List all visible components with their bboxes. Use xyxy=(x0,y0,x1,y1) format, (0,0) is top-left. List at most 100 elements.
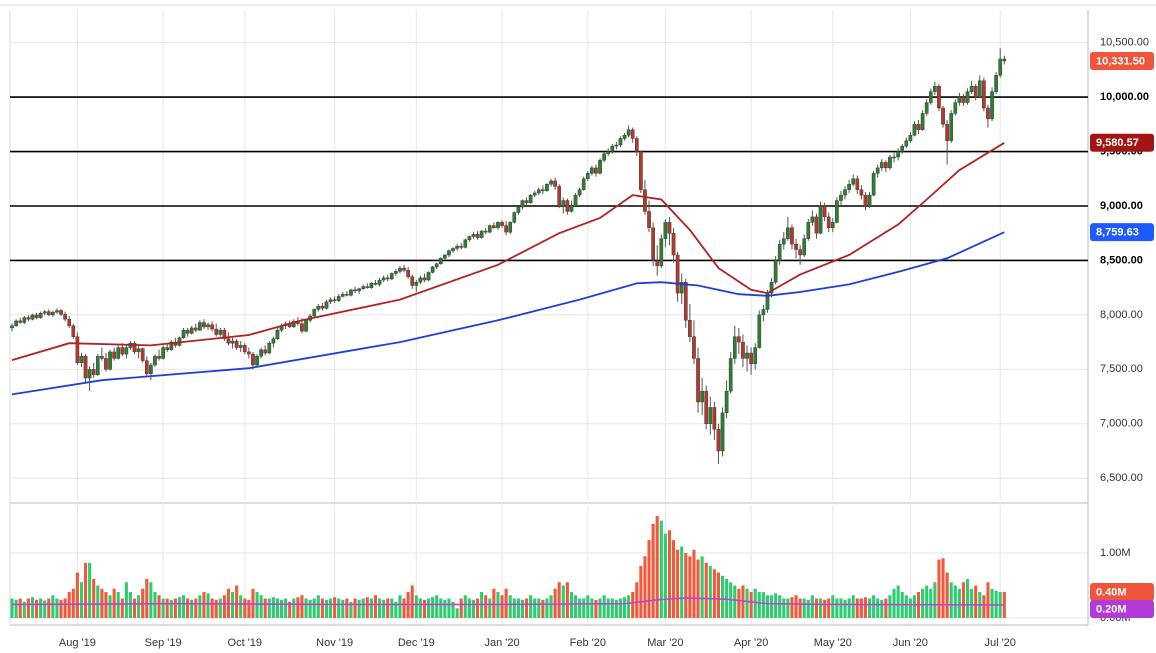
volume-bar xyxy=(173,598,177,618)
volume-bar xyxy=(561,585,565,618)
volume-bar xyxy=(259,595,263,618)
volume-bar xyxy=(410,585,414,618)
x-tick-label: May '20 xyxy=(814,637,852,649)
volume-bar xyxy=(255,592,259,618)
volume-bar xyxy=(271,597,275,618)
volume-average-tag-box xyxy=(1090,600,1154,619)
volume-bar xyxy=(181,595,186,618)
candle-body xyxy=(663,222,668,239)
volume-bar xyxy=(716,572,721,618)
volume-bar xyxy=(970,588,974,618)
candle-body xyxy=(928,91,933,103)
candle-body xyxy=(557,186,562,207)
candle-body xyxy=(361,286,366,289)
volume-bar xyxy=(806,599,810,618)
volume-bar xyxy=(778,595,782,618)
candle-body xyxy=(438,258,443,264)
volume-bar xyxy=(757,592,761,618)
volume-bar xyxy=(14,599,18,618)
volume-bar xyxy=(51,595,55,618)
candle-body xyxy=(422,277,427,281)
candle-body xyxy=(700,390,704,403)
ma-tag-box xyxy=(1090,223,1154,242)
candle-body xyxy=(100,356,104,359)
volume-bar xyxy=(835,598,839,618)
candle-body xyxy=(953,102,958,114)
candle-body xyxy=(594,167,598,174)
candle-body xyxy=(859,189,864,196)
volume-bar xyxy=(43,600,47,618)
candle-body xyxy=(524,200,529,203)
volume-bar xyxy=(435,595,439,618)
volume-bar xyxy=(390,598,394,618)
volume-bar xyxy=(414,595,418,618)
volume-bar xyxy=(937,559,941,618)
candle-body xyxy=(467,236,472,240)
volume-bar xyxy=(243,598,247,618)
candle-body xyxy=(851,178,856,185)
candle-body xyxy=(181,329,186,338)
volume-bar xyxy=(439,598,443,618)
candle-body xyxy=(634,138,639,152)
volume-bar xyxy=(631,592,635,618)
volume-bar xyxy=(872,595,876,618)
candle-body xyxy=(443,254,447,259)
candle-body xyxy=(977,80,982,98)
candle-body xyxy=(769,282,774,294)
x-tick-label: Mar '20 xyxy=(647,637,683,649)
volume-bar xyxy=(96,585,100,618)
candle-body xyxy=(304,320,308,332)
volume-bar xyxy=(504,588,508,618)
x-tick-label: Dec '19 xyxy=(398,637,435,649)
candle-body xyxy=(353,289,357,292)
volume-bar xyxy=(512,598,516,618)
volume-bar xyxy=(120,598,124,618)
volume-bar xyxy=(606,598,610,618)
volume-bar xyxy=(263,598,267,618)
volume-bar xyxy=(22,601,26,618)
candle-body xyxy=(871,173,876,196)
candle-body xyxy=(839,194,843,201)
candle-body xyxy=(479,230,484,238)
volume-bar xyxy=(782,598,786,618)
candle-body xyxy=(818,205,823,234)
volume-bar xyxy=(925,585,929,618)
candle-body xyxy=(875,167,880,174)
volume-bar xyxy=(537,598,541,618)
volume-bar xyxy=(655,516,659,618)
candle-body xyxy=(14,320,18,326)
volume-bar xyxy=(533,598,537,618)
volume-bar xyxy=(753,588,757,618)
volume-bar xyxy=(974,585,978,618)
candle-body xyxy=(426,272,431,281)
candle-body xyxy=(357,288,361,292)
candle-body xyxy=(720,412,725,452)
candle-body xyxy=(222,329,227,340)
candle-body xyxy=(238,345,243,348)
candle-body xyxy=(26,317,31,320)
candle-body xyxy=(345,294,349,296)
candle-body xyxy=(716,429,721,452)
candle-body xyxy=(144,360,149,374)
level-label: 10,000.00 xyxy=(1100,91,1149,103)
candle-body xyxy=(541,189,545,191)
candle-body xyxy=(22,317,27,323)
candle-body xyxy=(855,178,860,190)
candle-body xyxy=(626,129,631,136)
volume-bar xyxy=(684,553,688,618)
volume-bar xyxy=(47,598,51,618)
volume-bar xyxy=(300,595,304,618)
volume-bar xyxy=(590,598,594,618)
candle-body xyxy=(639,151,643,190)
volume-bar xyxy=(880,599,884,618)
candle-body xyxy=(602,153,606,161)
volume-bar xyxy=(769,595,774,618)
candle-body xyxy=(879,162,884,169)
volume-bar xyxy=(651,523,655,618)
candle-body xyxy=(434,263,439,268)
candle-body xyxy=(688,320,692,337)
volume-bar xyxy=(847,598,851,618)
candle-body xyxy=(210,324,214,330)
candle-body xyxy=(884,162,888,169)
volume-bar xyxy=(965,579,970,618)
